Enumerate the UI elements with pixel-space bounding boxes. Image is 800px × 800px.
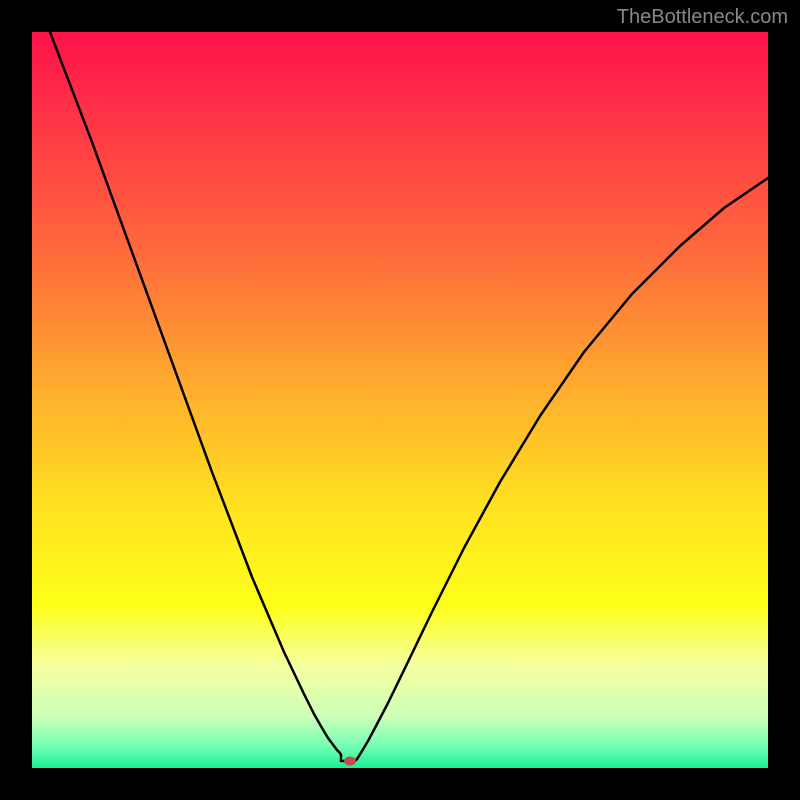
chart-curve [32, 32, 768, 768]
minimum-marker-dot [344, 757, 356, 766]
watermark-text: TheBottleneck.com [617, 6, 788, 29]
chart-frame [32, 32, 768, 768]
